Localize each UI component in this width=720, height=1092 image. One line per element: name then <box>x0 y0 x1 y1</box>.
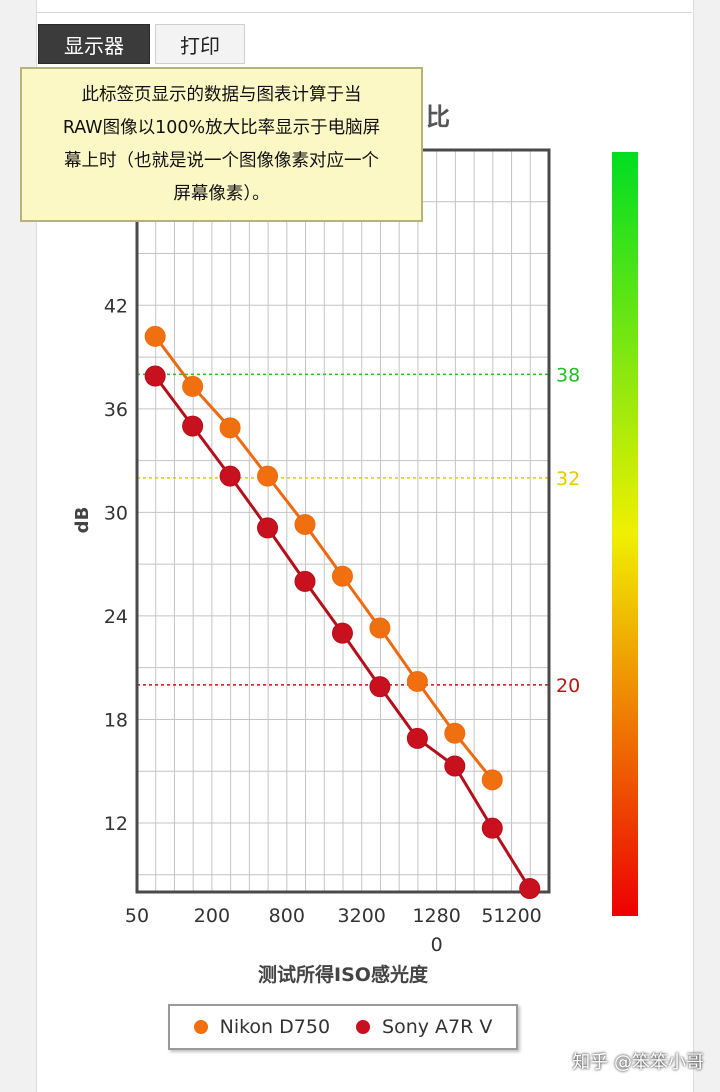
color-scale-bar <box>612 152 638 916</box>
y-tick-label: 12 <box>104 813 128 835</box>
data-point <box>331 622 353 644</box>
data-point <box>144 365 166 387</box>
threshold-label: 20 <box>556 675 580 697</box>
legend-marker <box>193 1020 208 1034</box>
x-tick-label: 800 <box>269 905 305 927</box>
data-point <box>219 465 241 487</box>
threshold-label: 38 <box>556 364 580 386</box>
panel-divider <box>36 12 692 13</box>
tooltip-line: 屏幕像素）。 <box>173 184 270 204</box>
y-tick-label: 30 <box>104 502 128 524</box>
y-tick-label: 42 <box>104 295 128 317</box>
data-point <box>481 817 503 839</box>
x-tick-label: 51200 <box>481 905 541 927</box>
chart-legend: Nikon D750 Sony A7R V <box>168 1004 518 1050</box>
watermark: 知乎 @笨笨小哥 <box>572 1052 704 1073</box>
data-point <box>406 670 428 692</box>
tab-display[interactable]: 显示器 <box>38 24 150 64</box>
data-point <box>257 465 279 487</box>
data-point <box>519 878 541 900</box>
tab-print[interactable]: 打印 <box>155 24 245 64</box>
data-point <box>257 517 279 539</box>
legend-label: Nikon D750 <box>219 1016 331 1038</box>
series-line <box>153 335 494 781</box>
info-tooltip: 此标签页显示的数据与图表计算于当 RAW图像以100%放大比率显示于电脑屏 幕上… <box>20 67 423 222</box>
data-point <box>182 415 204 437</box>
data-point <box>369 676 391 698</box>
data-point <box>294 513 316 535</box>
y-tick-label: 36 <box>104 399 128 421</box>
data-point <box>406 727 428 749</box>
tooltip-line: RAW图像以100%放大比率显示于电脑屏 <box>62 118 381 138</box>
data-point <box>294 570 316 592</box>
x-tick-label: 50 <box>125 905 149 927</box>
x-tick-label: 0 <box>431 934 443 956</box>
data-point <box>444 722 466 744</box>
data-point <box>144 325 166 347</box>
data-point <box>331 565 353 587</box>
snr-chart: 38 32 20 12 18 24 30 36 42 50 200 800 3200 1280 0 51200… <box>72 103 638 986</box>
data-point <box>444 755 466 777</box>
data-point <box>219 417 241 439</box>
tooltip-line: 此标签页显示的数据与图表计算于当 <box>81 85 362 105</box>
y-axis-label: dB <box>72 507 93 534</box>
x-tick-label: 1280 <box>412 905 460 927</box>
chart-title: 比 <box>426 103 450 131</box>
data-point <box>481 769 503 791</box>
x-tick-label: 200 <box>194 905 230 927</box>
y-tick-label: 24 <box>104 606 128 628</box>
data-point <box>182 375 204 397</box>
threshold-label: 32 <box>556 468 580 490</box>
legend-label: Sony A7R V <box>382 1016 493 1038</box>
legend-item-nikon[interactable]: Nikon D750 <box>193 1016 331 1038</box>
tooltip-line: 幕上时（也就是说一个图像像素对应一个 <box>64 151 379 171</box>
data-point <box>369 617 391 639</box>
x-axis-label: 测试所得ISO感光度 <box>258 963 429 986</box>
legend-marker <box>356 1020 371 1034</box>
y-tick-label: 18 <box>104 709 128 731</box>
x-tick-label: 3200 <box>338 905 386 927</box>
legend-item-sony[interactable]: Sony A7R V <box>356 1016 492 1038</box>
